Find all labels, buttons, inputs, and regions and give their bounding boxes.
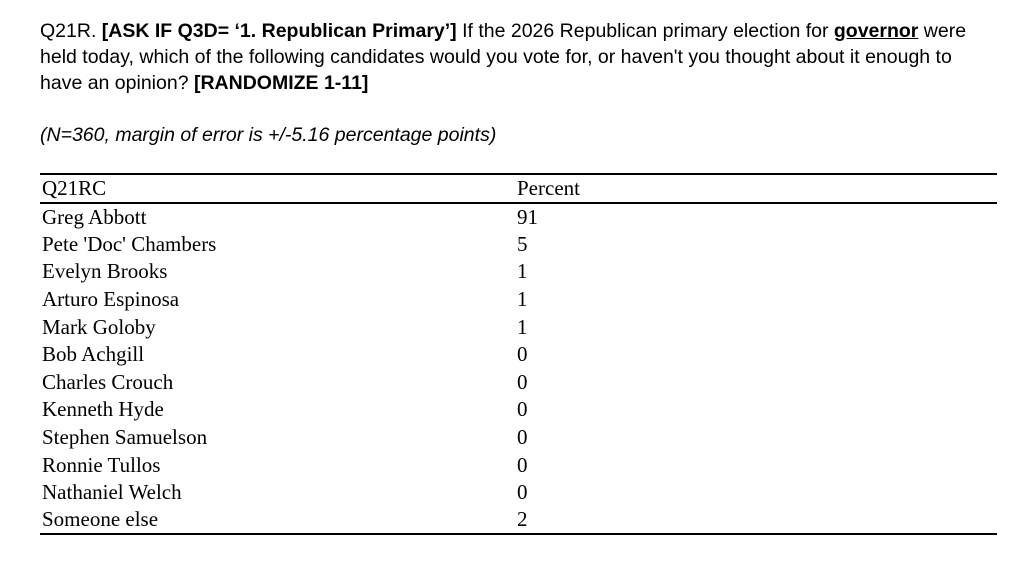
table-row: Bob Achgill 0 bbox=[40, 341, 997, 369]
sample-size-note: (N=360, margin of error is +/-5.16 perce… bbox=[40, 124, 497, 146]
results-table: Q21RC Percent Greg Abbott 91 Pete 'Doc' … bbox=[40, 173, 997, 536]
candidate-name: Ronnie Tullos bbox=[42, 452, 161, 477]
table-row: Nathaniel Welch 0 bbox=[40, 479, 997, 507]
question-body-part-1: If the 2026 Republican primary election … bbox=[456, 20, 834, 42]
table-row: Charles Crouch 0 bbox=[40, 369, 997, 397]
candidate-name: Arturo Espinosa bbox=[42, 287, 180, 312]
candidate-percent: 1 bbox=[517, 314, 528, 339]
candidate-percent: 0 bbox=[517, 369, 528, 394]
table-row: Mark Goloby 1 bbox=[40, 313, 997, 341]
candidate-name: Stephen Samuelson bbox=[42, 425, 208, 450]
candidate-name: Nathaniel Welch bbox=[42, 480, 182, 505]
table-row: Evelyn Brooks 1 bbox=[40, 258, 997, 286]
column-header-percent: Percent bbox=[517, 176, 580, 200]
table-row: Kenneth Hyde 0 bbox=[40, 396, 997, 424]
table-row: Greg Abbott 91 bbox=[40, 203, 997, 231]
question-text: Q21R. [ASK IF Q3D= ‘1. Republican Primar… bbox=[40, 18, 995, 96]
candidate-percent: 91 bbox=[517, 204, 538, 229]
randomize-instruction: [RANDOMIZE 1-11] bbox=[193, 72, 369, 94]
table-row: Stephen Samuelson 0 bbox=[40, 424, 997, 452]
candidate-percent: 0 bbox=[517, 452, 528, 477]
question-emphasized-word: governor bbox=[833, 20, 919, 42]
table-row: Someone else 2 bbox=[40, 507, 997, 535]
candidate-percent: 2 bbox=[517, 507, 528, 532]
ask-if-instruction: [ASK IF Q3D= ‘1. Republican Primary’] bbox=[101, 20, 457, 42]
candidate-name: Someone else bbox=[42, 507, 159, 532]
table-row: Arturo Espinosa 1 bbox=[40, 286, 997, 314]
candidate-percent: 1 bbox=[517, 287, 528, 312]
candidate-percent: 5 bbox=[517, 231, 528, 256]
candidate-name: Greg Abbott bbox=[42, 204, 147, 229]
candidate-name: Pete 'Doc' Chambers bbox=[42, 231, 217, 256]
candidate-percent: 0 bbox=[517, 425, 528, 450]
table-row: Pete 'Doc' Chambers 5 bbox=[40, 231, 997, 259]
question-number: Q21R. bbox=[40, 20, 102, 42]
candidate-percent: 0 bbox=[517, 480, 528, 505]
candidate-name: Charles Crouch bbox=[42, 369, 174, 394]
candidate-percent: 0 bbox=[517, 342, 528, 367]
candidate-name: Kenneth Hyde bbox=[42, 397, 164, 422]
column-header-q21rc: Q21RC bbox=[42, 176, 107, 200]
candidate-percent: 0 bbox=[517, 397, 528, 422]
table-row: Ronnie Tullos 0 bbox=[40, 451, 997, 479]
candidate-name: Mark Goloby bbox=[42, 314, 156, 339]
table-header-row: Q21RC Percent bbox=[40, 174, 997, 203]
candidate-name: Bob Achgill bbox=[42, 342, 145, 367]
candidate-percent: 1 bbox=[517, 259, 528, 284]
question-body-part-2: were held today, which of the following … bbox=[40, 20, 967, 94]
candidate-name: Evelyn Brooks bbox=[42, 259, 168, 284]
